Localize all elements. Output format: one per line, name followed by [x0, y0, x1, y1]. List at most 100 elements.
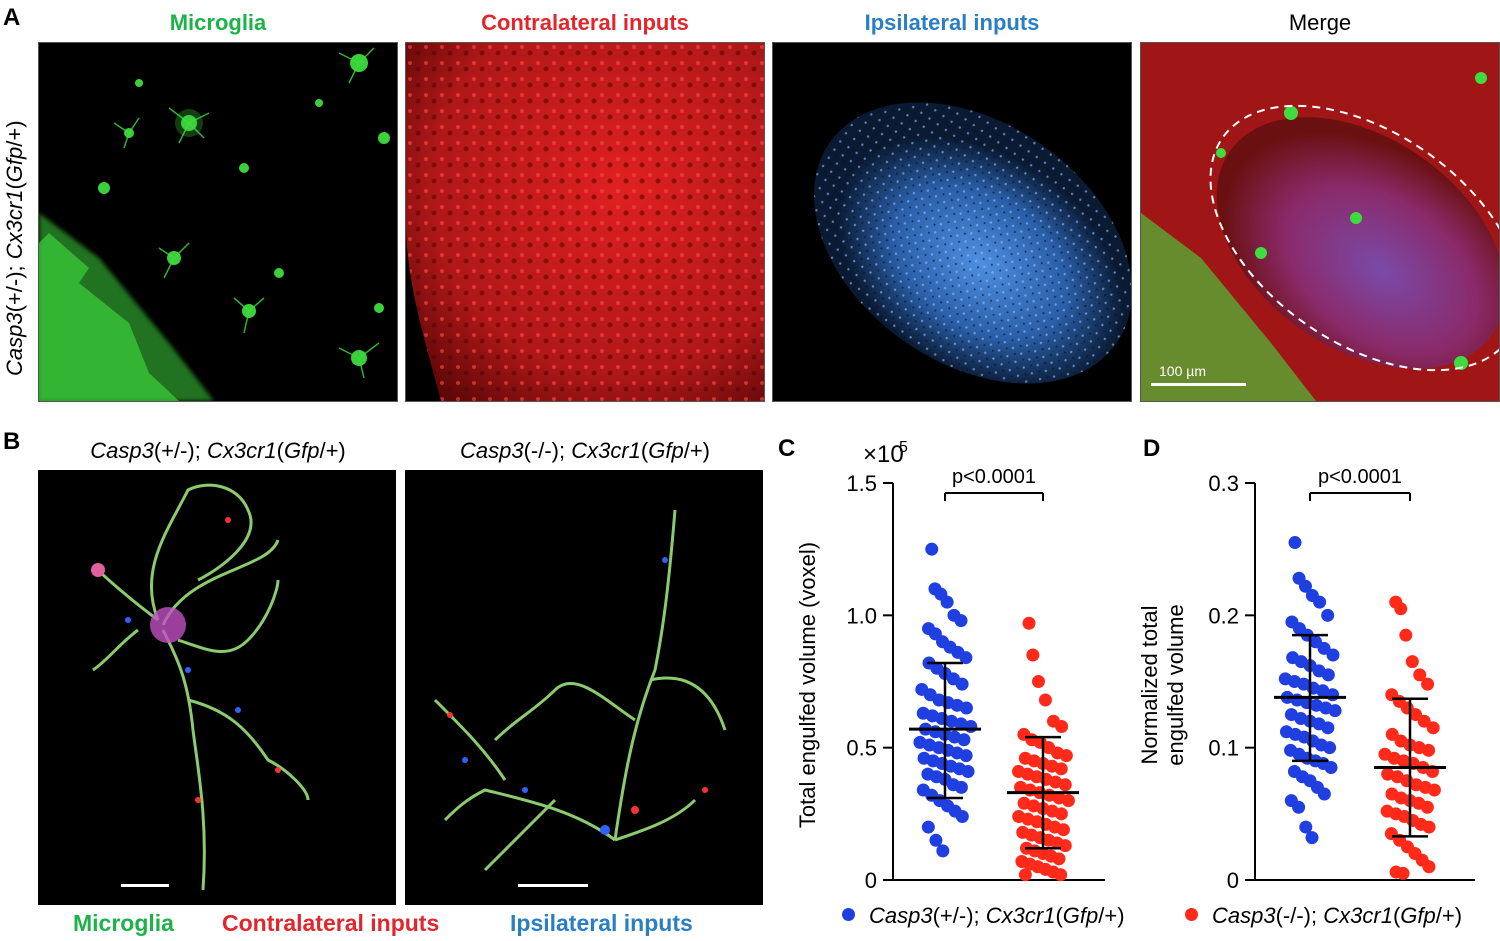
chart-c-point: [959, 701, 973, 715]
chart-d-tick-label: 0: [1227, 868, 1239, 893]
chart-c-point: [929, 833, 943, 847]
chart-d: 0 0.1 0.2 0.3 p<0.0001 Normalized total engulf…: [1137, 466, 1475, 893]
chart-d-point: [1326, 648, 1340, 662]
chart-c-point: [959, 749, 973, 763]
title-merge: Merge: [1288, 10, 1352, 35]
chart-c-tick-label: 1.5: [846, 471, 877, 496]
chart-c-point: [964, 719, 978, 733]
chart-c-point: [1059, 749, 1073, 763]
chart-d-point: [1321, 668, 1335, 682]
chart-d-tick-label: 0.3: [1208, 471, 1239, 496]
chart-c-point: [921, 820, 935, 834]
legend-contralateral: Contralateral inputs: [222, 910, 440, 936]
chart-d-tick-label: 0.2: [1208, 603, 1239, 628]
chart-d-point: [1317, 787, 1331, 801]
contralateral-image: [405, 42, 765, 402]
chart-c-point: [955, 677, 969, 691]
chart-d-tick-label: 0.1: [1208, 736, 1239, 761]
panel-b-right-label: Casp3(-/-); Cx3cr1(Gfp/+): [459, 438, 711, 463]
chart-c-multiplier-exp: 5: [899, 439, 908, 456]
chart-c-tick-label: 0.5: [846, 736, 877, 761]
chart-d-point: [1299, 820, 1313, 834]
chart-c-point: [936, 844, 950, 858]
chart-c-point: [1054, 868, 1068, 882]
scatter-charts: 0 0.5 1.0 1.5 p<0.0001 ×105 Total engulfed vol…: [795, 439, 1475, 893]
scale-bar-a: [1151, 383, 1246, 386]
chart-d-point: [1326, 688, 1340, 702]
chart-d-point: [1426, 721, 1440, 735]
chart-c-point: [954, 614, 968, 628]
ipsilateral-image: [772, 42, 1132, 402]
chart-c-point: [1054, 762, 1068, 776]
chart-d-point: [1317, 641, 1331, 655]
chart-d-ylabel-line1: Normalized total: [1137, 606, 1162, 765]
chart-c-point: [1052, 852, 1066, 866]
title-ipsilateral: Ipsilateral inputs: [864, 10, 1040, 35]
chart-c-point: [1058, 778, 1072, 792]
chart-c-annotation: p<0.0001: [952, 466, 1036, 488]
chart-c-point: [954, 780, 968, 794]
panel-b-left-label: Casp3(+/-); Cx3cr1(Gfp/+): [90, 438, 346, 463]
scale-label-a: 100 µm: [1159, 363, 1206, 379]
chart-d-point: [1417, 714, 1431, 728]
chart-c-tick-label: 1.0: [846, 603, 877, 628]
chart-c: 0 0.5 1.0 1.5 p<0.0001 ×105 Total engulfed vol…: [795, 439, 1105, 893]
chart-c-point: [955, 809, 969, 823]
chart-d-point: [1405, 655, 1419, 669]
chart-c-point: [1038, 693, 1052, 707]
chart-d-point: [1328, 704, 1342, 718]
legend-ko: Casp3(-/-); Cx3cr1(Gfp/+): [1185, 903, 1462, 929]
title-contralateral: Contralateral inputs: [481, 10, 689, 35]
chart-c-point: [1031, 675, 1045, 688]
scale-bar-b-left: [121, 884, 169, 887]
microglia-reconstruction-ko: [405, 470, 763, 905]
legend-ko-dot: [1185, 908, 1198, 921]
chart-c-point: [925, 542, 939, 556]
chart-c-tick-label: 0: [865, 868, 877, 893]
chart-d-point: [1413, 668, 1427, 682]
microglia-image: [38, 42, 398, 402]
chart-c-point: [1061, 794, 1075, 808]
chart-d-point: [1422, 860, 1436, 874]
chart-c-multiplier: ×10: [863, 441, 904, 468]
legend-het-dot: [842, 908, 855, 921]
chart-c-point: [1054, 807, 1068, 821]
chart-d-point: [1292, 800, 1306, 814]
panel-letter-c: C: [778, 435, 796, 462]
chart-d-point: [1288, 536, 1302, 550]
chart-d-point: [1298, 579, 1312, 593]
chart-d-point: [1323, 741, 1337, 755]
chart-c-point: [1056, 823, 1070, 837]
title-microglia: Microglia: [169, 10, 267, 35]
chart-c-point: [1018, 868, 1032, 882]
chart-d-point: [1316, 684, 1330, 698]
chart-d-annotation: p<0.0001: [1318, 466, 1402, 488]
chart-c-point: [1058, 839, 1072, 853]
chart-d-point: [1421, 677, 1435, 691]
chart-d-point: [1321, 608, 1335, 622]
legend-het: Casp3(+/-); Cx3cr1(Gfp/+): [842, 903, 1125, 929]
chart-d-point: [1313, 595, 1327, 609]
chart-d-point: [1324, 761, 1338, 775]
panel-letter-d: D: [1143, 435, 1161, 462]
chart-c-point: [1055, 719, 1069, 733]
chart-d-point: [1321, 721, 1335, 735]
chart-d-point: [1420, 800, 1434, 814]
panel-letter-b: B: [3, 428, 21, 455]
scale-bar-b-right: [518, 884, 588, 887]
chart-c-point: [1022, 616, 1036, 630]
merge-image: 100 µm: [1140, 42, 1500, 402]
chart-c-point: [961, 764, 975, 778]
chart-d-point: [1394, 602, 1408, 616]
panel-letter-a: A: [3, 4, 21, 31]
chart-d-point: [1396, 866, 1410, 880]
chart-c-point: [1026, 648, 1040, 662]
legend-ipsilateral: Ipsilateral inputs: [510, 910, 693, 936]
chart-c-point: [959, 651, 973, 665]
chart-d-ylabel-line2: engulfed volume: [1163, 604, 1188, 765]
chart-d-point: [1427, 783, 1441, 797]
chart-c-point: [957, 733, 971, 747]
chart-c-ylabel: Total engulfed volume (voxel): [795, 542, 820, 828]
chart-c-point: [954, 717, 968, 731]
panel-a-row-label: Casp3(+/-); Cx3cr1(Gfp/+): [2, 120, 27, 376]
